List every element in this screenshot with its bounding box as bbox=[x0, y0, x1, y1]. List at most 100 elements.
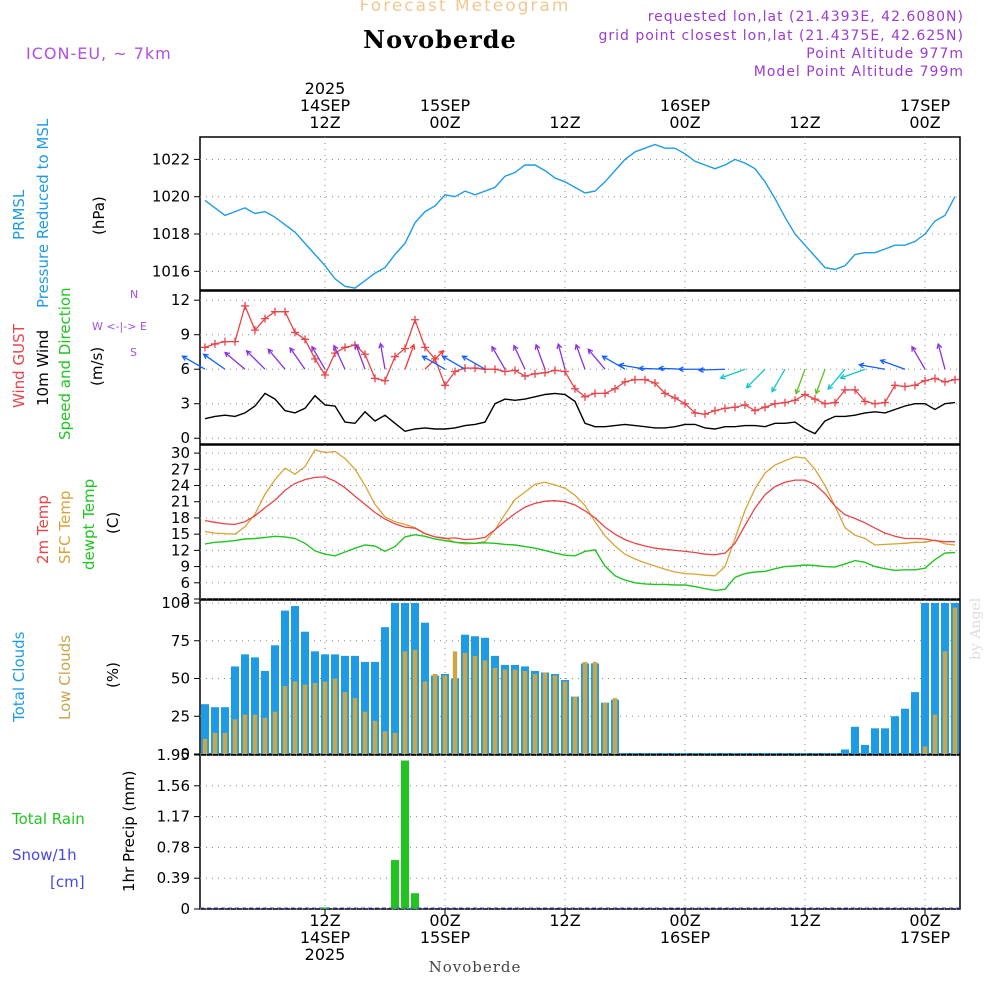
wind-arrow-37 bbox=[937, 343, 946, 370]
wind-arrow-7 bbox=[333, 345, 346, 370]
low-cloud-bar-38 bbox=[582, 661, 588, 754]
xtick-top-3-1: 00Z bbox=[669, 113, 700, 132]
wind-arrowhead-35 bbox=[879, 358, 886, 365]
total-cloud-bar-70 bbox=[901, 708, 909, 754]
ytick-label-2-8: 27 bbox=[171, 460, 190, 478]
wind-arrow-32 bbox=[827, 368, 846, 390]
low-cloud-bar-73 bbox=[932, 714, 938, 754]
wind-arrowhead-5 bbox=[289, 346, 295, 353]
gust-marker-68 bbox=[881, 398, 889, 407]
xtick-bottom-1-0: 00Z bbox=[429, 911, 460, 930]
low-cloud-bar-12 bbox=[322, 681, 328, 754]
wind-arrowhead-24 bbox=[657, 365, 664, 372]
total-cloud-bar-65 bbox=[851, 726, 859, 754]
low-cloud-bar-26 bbox=[462, 652, 468, 754]
wind-arrowhead-12 bbox=[421, 355, 428, 361]
wind-line bbox=[204, 392, 956, 435]
location-title: Novoberde bbox=[363, 25, 517, 54]
wind-arrow-8 bbox=[355, 344, 366, 370]
gust-marker-16 bbox=[361, 350, 369, 359]
wind-arrow-5 bbox=[289, 347, 306, 370]
wind-arrow-13 bbox=[442, 355, 466, 370]
total-cloud-bar-64 bbox=[841, 749, 849, 754]
gust-marker-17 bbox=[371, 374, 379, 383]
gust-marker-2 bbox=[221, 337, 229, 346]
gust-marker-10 bbox=[301, 335, 309, 344]
rain-bar-12 bbox=[321, 907, 329, 909]
wind-arrowhead-22 bbox=[618, 362, 625, 369]
wind-arrow-36 bbox=[911, 346, 926, 370]
total-cloud-bar-49 bbox=[691, 753, 699, 754]
panel-frame-4 bbox=[199, 754, 961, 910]
total-cloud-bar-5 bbox=[251, 657, 259, 754]
xtick-bottom-5-0: 00Z bbox=[909, 911, 940, 930]
gust-marker-62 bbox=[821, 399, 829, 408]
gust-marker-67 bbox=[871, 399, 879, 408]
wind-arrow-20 bbox=[587, 348, 606, 370]
rain-bar-21 bbox=[411, 893, 419, 909]
wind-arrowhead-8 bbox=[354, 343, 361, 350]
ytick-label-2-2: 9 bbox=[180, 558, 190, 576]
total-cloud-bar-3 bbox=[231, 666, 239, 754]
pressure-line bbox=[204, 143, 956, 289]
low-cloud-bar-72 bbox=[922, 746, 928, 754]
total-cloud-bar-1 bbox=[211, 707, 219, 754]
gust-marker-19 bbox=[391, 352, 399, 361]
wind-arrowhead-11 bbox=[438, 349, 445, 356]
total-cloud-bar-6 bbox=[261, 670, 269, 754]
ytick-label-4-4: 1.56 bbox=[157, 777, 190, 795]
total-cloud-bar-66 bbox=[861, 744, 869, 754]
wind-arrowhead-15 bbox=[491, 345, 497, 352]
gust-marker-0 bbox=[201, 343, 209, 352]
gust-marker-58 bbox=[781, 398, 789, 407]
total-cloud-bar-53 bbox=[731, 753, 739, 754]
total-cloud-bar-46 bbox=[661, 753, 669, 754]
wind-arrowhead-13 bbox=[441, 355, 448, 361]
total-cloud-bar-7 bbox=[271, 645, 279, 754]
wind-arrowhead-1 bbox=[202, 353, 209, 360]
total-cloud-bar-71 bbox=[911, 692, 919, 754]
xtick-top-5-0: 17SEP bbox=[900, 96, 951, 115]
wind-arrowhead-6 bbox=[311, 345, 317, 352]
gust-marker-39 bbox=[591, 389, 599, 398]
low-cloud-bar-6 bbox=[262, 717, 268, 754]
gust-marker-54 bbox=[741, 400, 749, 409]
gust-marker-45 bbox=[651, 379, 659, 388]
gust-marker-55 bbox=[751, 406, 759, 415]
gust-marker-12 bbox=[321, 370, 329, 379]
low-cloud-bar-37 bbox=[572, 696, 578, 754]
gust-marker-38 bbox=[581, 392, 589, 401]
wind-arrowhead-4 bbox=[267, 348, 274, 355]
ytick-label-2-5: 18 bbox=[171, 509, 190, 527]
xtick-top-1-1: 00Z bbox=[429, 113, 460, 132]
xtick-bottom-0-2: 2025 bbox=[305, 945, 346, 964]
low-cloud-bar-22 bbox=[422, 681, 428, 754]
compass-s: S bbox=[130, 346, 137, 359]
wind-arrow-1 bbox=[203, 353, 226, 370]
low-cloud-bar-34 bbox=[542, 672, 548, 754]
wind-arrowhead-28 bbox=[745, 382, 752, 389]
bottom-location: Novoberde bbox=[428, 958, 522, 976]
total-cloud-bar-47 bbox=[671, 753, 679, 754]
total-cloud-bar-19 bbox=[391, 603, 399, 754]
panel-frame-2 bbox=[199, 444, 961, 600]
compass-we: W <-|-> E bbox=[92, 320, 147, 333]
ytick-label-3-2: 50 bbox=[171, 670, 190, 688]
low-cloud-bar-29 bbox=[492, 667, 498, 754]
total-cloud-bar-59 bbox=[791, 753, 799, 754]
xtick-top-3-0: 16SEP bbox=[660, 96, 711, 115]
wind-arrow-6 bbox=[311, 346, 326, 370]
low-cloud-bar-32 bbox=[522, 670, 528, 754]
gust-marker-7 bbox=[271, 307, 279, 316]
gust-marker-63 bbox=[831, 398, 839, 407]
gust-marker-59 bbox=[791, 396, 799, 405]
low-cloud-bar-1 bbox=[212, 732, 218, 754]
total-cloud-bar-8 bbox=[281, 610, 289, 754]
wind-arrowhead-7 bbox=[333, 344, 339, 351]
wind-arrow-27 bbox=[720, 368, 746, 379]
low-cloud-bar-13 bbox=[332, 678, 338, 754]
wind-arrowhead-20 bbox=[587, 348, 594, 355]
wind-arrow-34 bbox=[859, 364, 886, 370]
wind-arrow-10 bbox=[404, 344, 415, 370]
